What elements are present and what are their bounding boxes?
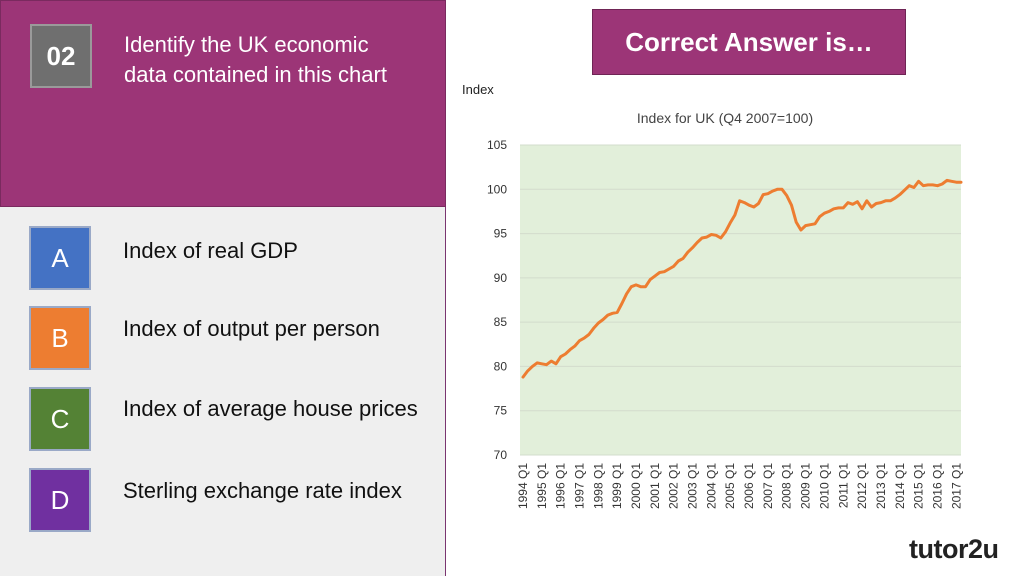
x-tick-label: 1996 Q1 [554, 463, 568, 509]
option-d-badge[interactable]: D [29, 468, 91, 532]
x-tick-label: 2000 Q1 [629, 463, 643, 509]
x-tick-label: 2009 Q1 [799, 463, 813, 509]
option-b-badge[interactable]: B [29, 306, 91, 370]
x-tick-label: 2013 Q1 [874, 463, 888, 509]
question-text: Identify the UK economic data contained … [124, 32, 387, 87]
x-tick-label: 1994 Q1 [516, 463, 530, 509]
x-tick-label: 2010 Q1 [817, 463, 831, 509]
y-tick-label: 75 [494, 404, 508, 418]
plot-area [520, 145, 961, 455]
x-tick-label: 2006 Q1 [742, 463, 756, 509]
y-tick-label: 100 [487, 182, 507, 196]
question-number-badge: 02 [30, 24, 92, 88]
tutor2u-logo: tutor2u [909, 534, 999, 564]
option-a-badge[interactable]: A [29, 226, 91, 290]
option-d-text[interactable]: Sterling exchange rate index [123, 478, 402, 503]
option-c-text[interactable]: Index of average house prices [123, 396, 418, 421]
correct-answer-button[interactable]: Correct Answer is… [592, 9, 906, 75]
x-tick-label: 2002 Q1 [667, 463, 681, 509]
y-tick-label: 80 [494, 359, 508, 373]
x-tick-label: 1998 Q1 [591, 463, 605, 509]
option-c-badge[interactable]: C [29, 387, 91, 451]
option-a-text[interactable]: Index of real GDP [123, 238, 298, 263]
y-tick-label: 90 [494, 271, 508, 285]
x-tick-label: 2007 Q1 [761, 463, 775, 509]
x-tick-label: 2016 Q1 [930, 463, 944, 509]
x-tick-label: 2005 Q1 [723, 463, 737, 509]
x-tick-label: 1995 Q1 [535, 463, 549, 509]
option-b-text[interactable]: Index of output per person [123, 316, 380, 341]
chart-title: Index for UK (Q4 2007=100) [637, 110, 813, 126]
y-axis-label: Index [462, 82, 494, 97]
x-tick-label: 2008 Q1 [780, 463, 794, 509]
y-tick-label: 70 [494, 448, 508, 462]
x-tick-label: 2017 Q1 [949, 463, 963, 509]
x-tick-label: 2001 Q1 [648, 463, 662, 509]
x-tick-label: 1999 Q1 [610, 463, 624, 509]
x-tick-label: 2004 Q1 [704, 463, 718, 509]
x-tick-label: 2011 Q1 [836, 463, 850, 508]
y-tick-label: 105 [487, 138, 507, 152]
y-tick-label: 85 [494, 315, 508, 329]
question-header: 02 Identify the UK economic data contain… [0, 0, 446, 207]
question-panel: 02 Identify the UK economic data contain… [0, 0, 446, 576]
x-tick-label: 2014 Q1 [893, 463, 907, 509]
series-line [521, 178, 963, 379]
x-tick-label: 2003 Q1 [686, 463, 700, 509]
x-tick-label: 1997 Q1 [573, 463, 587, 509]
x-tick-label: 2015 Q1 [912, 463, 926, 509]
y-tick-label: 95 [494, 227, 508, 241]
x-tick-label: 2012 Q1 [855, 463, 869, 509]
